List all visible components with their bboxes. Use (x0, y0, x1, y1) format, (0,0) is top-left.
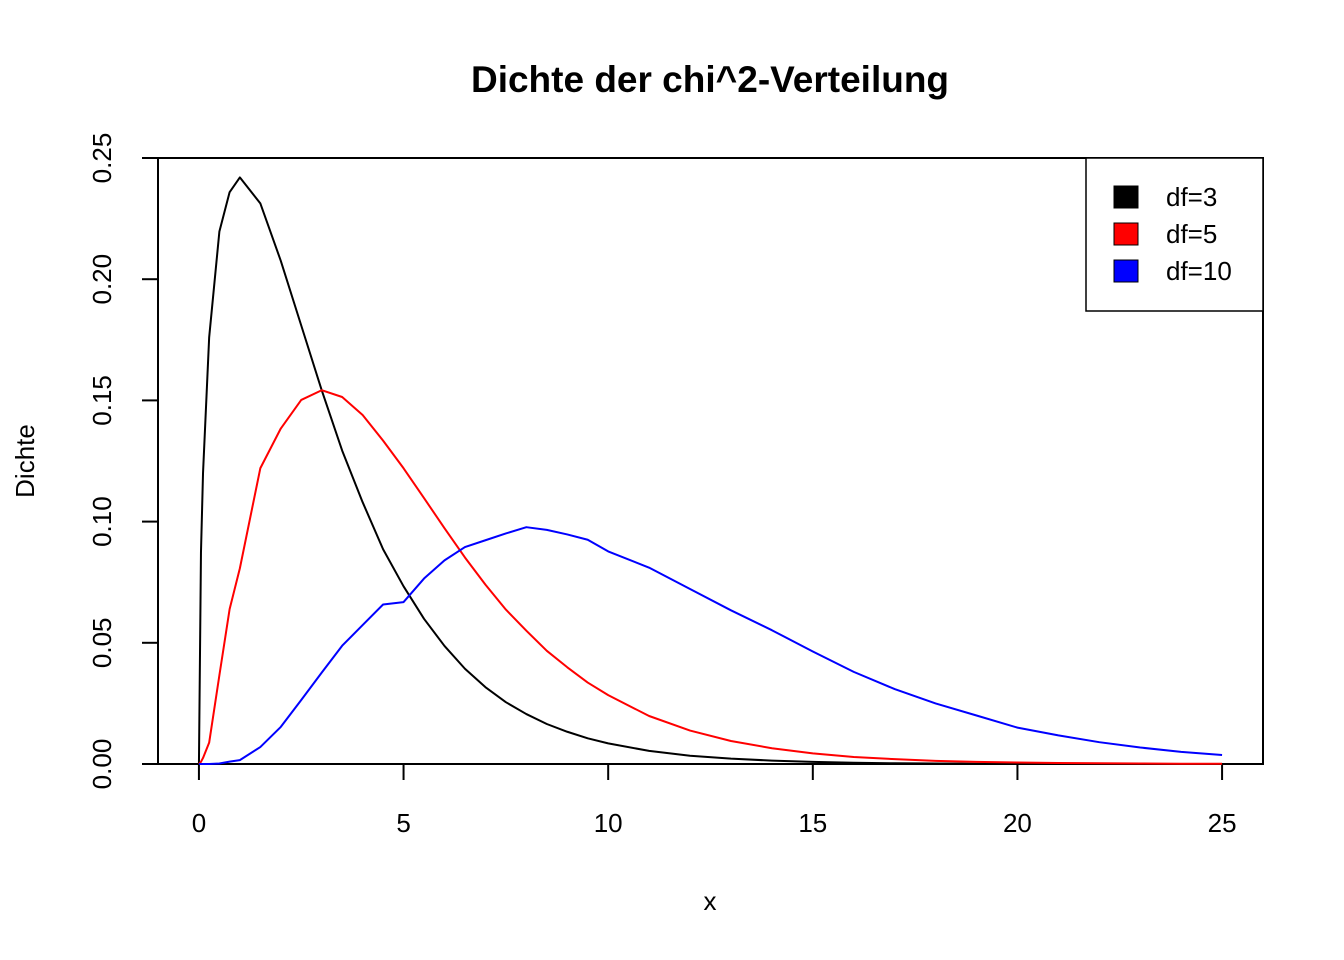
legend: df=3 df=5 df=10 (1085, 157, 1264, 312)
y-tick-label: 0.20 (87, 254, 117, 305)
chart-title: Dichte der chi^2-Verteilung (471, 59, 949, 100)
x-tick-label: 0 (192, 808, 206, 838)
y-tick-label: 0.10 (87, 496, 117, 547)
x-tick-label: 5 (396, 808, 410, 838)
legend-swatch (1113, 259, 1139, 283)
x-tick-label: 25 (1208, 808, 1237, 838)
y-tick-label: 0.25 (87, 133, 117, 184)
series-line-1 (197, 176, 1223, 765)
series-group (197, 176, 1223, 765)
y-axis: 0.00 0.05 0.10 0.15 0.20 0.25 (87, 133, 159, 790)
legend-label: df=10 (1166, 256, 1232, 286)
legend-label: df=3 (1166, 182, 1217, 212)
y-tick-label: 0.05 (87, 617, 117, 668)
y-axis-label: Dichte (10, 424, 40, 498)
x-tick-label: 15 (798, 808, 827, 838)
y-tick-label: 0.00 (87, 739, 117, 790)
x-tick-label: 10 (594, 808, 623, 838)
x-axis: 0 5 10 15 20 25 (192, 763, 1237, 838)
x-axis-label: x (704, 886, 717, 916)
y-tick-label: 0.15 (87, 375, 117, 426)
legend-label: df=5 (1166, 219, 1217, 249)
legend-swatch (1113, 222, 1139, 246)
series-line-2 (198, 389, 1223, 765)
legend-swatch (1113, 185, 1139, 209)
x-tick-label: 20 (1003, 808, 1032, 838)
series-line-3 (198, 526, 1223, 765)
